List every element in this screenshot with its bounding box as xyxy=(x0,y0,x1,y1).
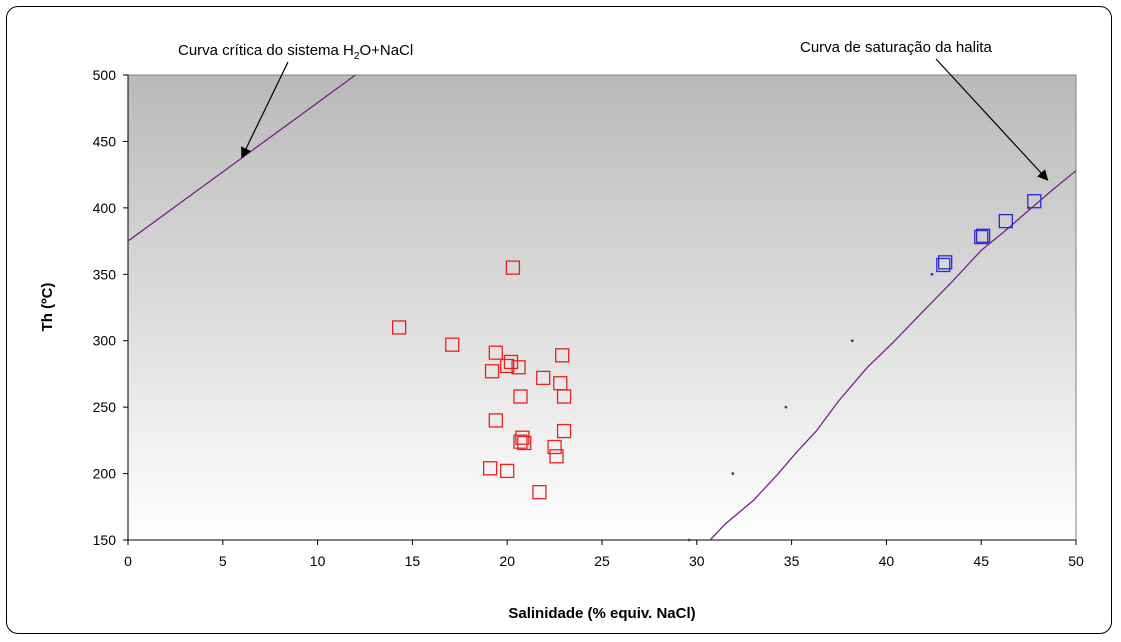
red-square-point xyxy=(488,345,503,360)
red-square-point xyxy=(532,485,547,500)
plot-area xyxy=(127,74,1077,541)
red-square-point xyxy=(549,449,564,464)
red-square-point xyxy=(515,430,530,445)
blue-square-point xyxy=(975,228,991,243)
y-tick-label: 300 xyxy=(93,333,117,349)
tick-labels: 150 200 250 300 350 400 450 500 0 5 10 15 20 25 30 35 40… xyxy=(93,67,1084,569)
purple-dot-point xyxy=(731,472,735,475)
x-tick-label: 40 xyxy=(879,553,895,569)
purple-dot-point xyxy=(687,538,691,542)
y-tick-label: 200 xyxy=(93,466,117,482)
x-axis-title: Salinidade (% equiv. NaCl) xyxy=(508,605,695,622)
red-square-point xyxy=(556,423,572,439)
x-tick-label: 25 xyxy=(594,553,610,569)
red-square-point xyxy=(482,461,498,476)
red-square-point xyxy=(500,463,515,479)
blue-square-point xyxy=(998,213,1013,229)
annotation-critical-curve: Curva crítica do sistema H2O+NaCl xyxy=(178,42,413,159)
red-square-point xyxy=(391,320,407,335)
x-tick-label: 45 xyxy=(973,553,989,569)
purple-dot-point xyxy=(930,272,934,276)
axes xyxy=(123,74,1077,545)
x-tick-label: 10 xyxy=(310,553,326,569)
x-tick-label: 15 xyxy=(405,553,421,569)
red-square-point xyxy=(536,370,551,386)
x-tick-label: 20 xyxy=(499,553,515,569)
data-points xyxy=(391,194,1042,542)
red-square-point xyxy=(511,360,526,375)
purple-dot-point xyxy=(850,339,854,343)
red-square-point xyxy=(488,413,503,428)
red-square-point xyxy=(505,260,521,275)
red-square-point xyxy=(555,348,570,363)
y-tick-label: 150 xyxy=(93,532,117,548)
x-tick-label: 0 xyxy=(124,553,132,569)
red-square-point xyxy=(556,389,572,404)
blue-square-point xyxy=(1027,194,1042,209)
annotation-arrow-critical xyxy=(241,61,289,159)
x-tick-label: 30 xyxy=(689,553,705,569)
annotation-arrow-halite xyxy=(935,58,1049,181)
red-square-point xyxy=(513,389,528,404)
annotation-critical-curve-label: Curva crítica do sistema H2O+NaCl xyxy=(178,42,413,62)
red-square-point xyxy=(500,358,515,374)
y-tick-label: 400 xyxy=(93,200,117,216)
blue-square-point xyxy=(938,255,953,270)
y-tick-label: 450 xyxy=(93,133,117,149)
y-tick-label: 250 xyxy=(93,399,117,415)
red-square-point xyxy=(503,354,519,370)
y-axis-title: Th (ºC) xyxy=(39,283,56,332)
y-tick-label: 500 xyxy=(93,67,117,83)
x-tick-label: 50 xyxy=(1068,553,1084,569)
x-tick-label: 5 xyxy=(219,553,227,569)
red-square-point xyxy=(513,434,528,449)
annotation-halite-curve: Curva de saturação da halita xyxy=(800,39,1049,181)
red-square-point xyxy=(484,364,500,379)
annotation-halite-curve-label: Curva de saturação da halita xyxy=(800,39,992,56)
red-square-point xyxy=(517,435,532,451)
blue-square-point xyxy=(974,229,989,245)
purple-dot-point xyxy=(1027,206,1030,210)
blue-square-point xyxy=(936,257,951,273)
y-tick-label: 350 xyxy=(93,266,117,282)
red-square-point xyxy=(445,337,460,352)
x-tick-label: 35 xyxy=(784,553,800,569)
red-square-point xyxy=(547,439,562,455)
purple-dot-point xyxy=(784,405,788,409)
